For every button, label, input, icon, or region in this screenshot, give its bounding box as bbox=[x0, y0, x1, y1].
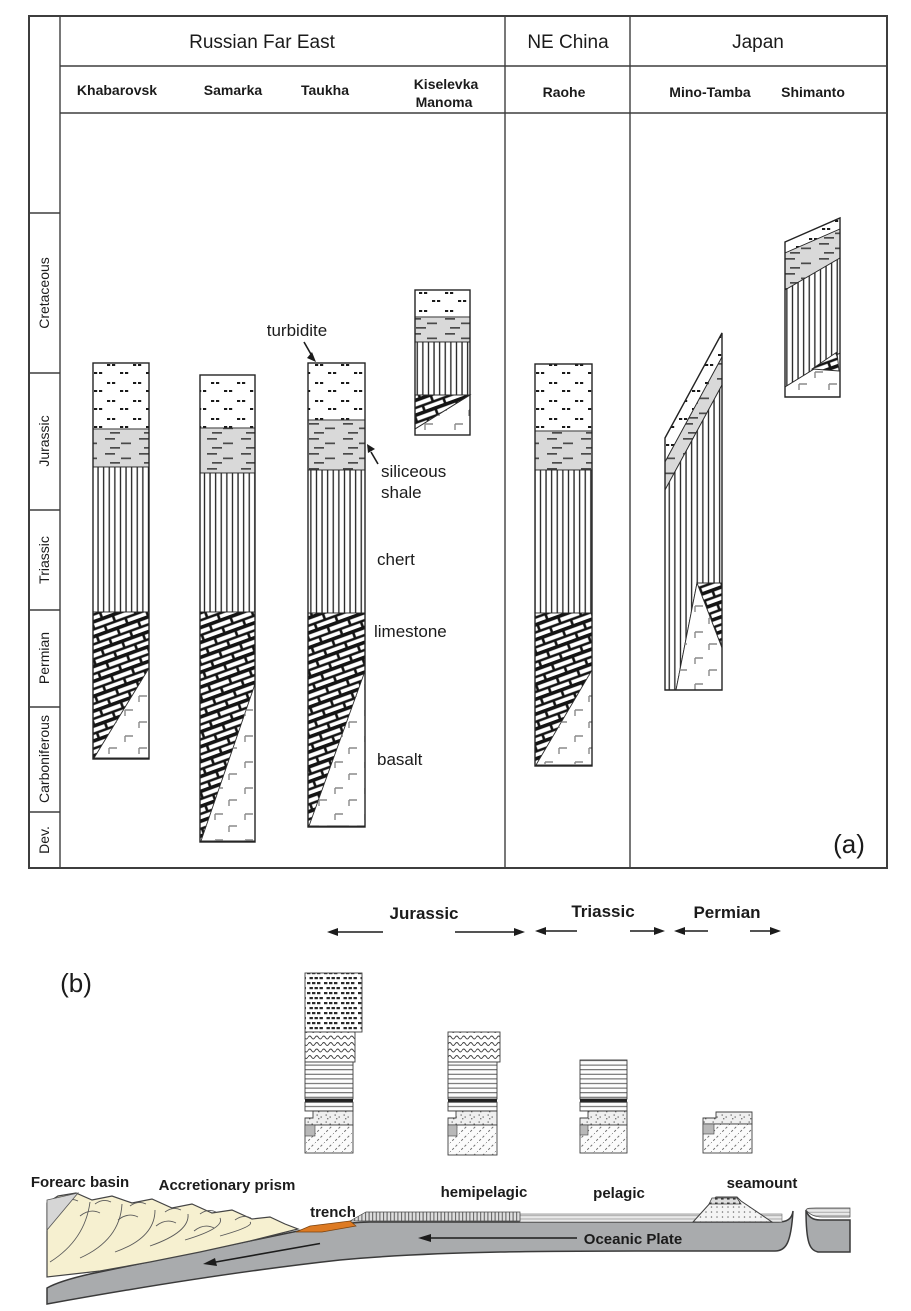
era-label-jurassic: Jurassic bbox=[36, 415, 52, 466]
triassic-right-arrowhead bbox=[654, 927, 665, 935]
label-hemipelagic: hemipelagic bbox=[441, 1184, 528, 1201]
era-label-triassic: Triassic bbox=[36, 536, 52, 584]
annotation-chert: chert bbox=[377, 550, 415, 569]
label-seamount: seamount bbox=[727, 1175, 798, 1192]
period-axis: Jurassic Triassic Permian bbox=[327, 902, 781, 936]
region-japan: Japan bbox=[732, 32, 784, 53]
era-axis: Cretaceous Jurassic Triassic Permian Car… bbox=[29, 212, 60, 854]
permian-right-arrowhead bbox=[770, 927, 781, 935]
column-samarka bbox=[199, 374, 256, 843]
table-grid bbox=[28, 15, 888, 869]
era-label-devonian: Dev. bbox=[36, 826, 52, 854]
seamount-cap bbox=[708, 1197, 742, 1205]
label-accretionary-prism: Accretionary prism bbox=[159, 1177, 296, 1194]
column-shimanto bbox=[784, 216, 841, 398]
siliceous-arrowhead bbox=[367, 444, 375, 453]
panel-b-label: (b) bbox=[60, 968, 92, 998]
label-forearc-basin: Forearc basin bbox=[31, 1174, 129, 1191]
era-label-permian: Permian bbox=[36, 632, 52, 684]
oceanic-plate-outer-block bbox=[805, 1209, 851, 1253]
locality-taukha: Taukha bbox=[301, 82, 349, 98]
column-kiselevka-manoma bbox=[414, 289, 472, 436]
annotation-siliceous: siliceous bbox=[381, 462, 446, 481]
locality-samarka: Samarka bbox=[204, 82, 263, 98]
panel-a-label: (a) bbox=[833, 829, 865, 859]
label-pelagic: pelagic bbox=[593, 1185, 645, 1202]
jurassic-left-arrowhead bbox=[327, 928, 338, 936]
region-russian-far-east: Russian Far East bbox=[189, 32, 335, 53]
locality-mino-tamba: Mino-Tamba bbox=[669, 84, 751, 100]
siliceous-arrow bbox=[370, 451, 379, 465]
era-label-cretaceous: Cretaceous bbox=[36, 257, 52, 329]
column-khabarovsk bbox=[92, 362, 150, 760]
slab-motion-arrow bbox=[212, 1242, 321, 1264]
b-column-seamount bbox=[702, 1111, 753, 1154]
plate-motion-arrowhead bbox=[418, 1234, 431, 1242]
panel-a: Cretaceous Jurassic Triassic Permian Car… bbox=[28, 15, 888, 869]
b-column-hemipelagic bbox=[447, 1031, 501, 1156]
jurassic-right-arrowhead bbox=[514, 928, 525, 936]
b-column-prism bbox=[304, 972, 363, 1154]
locality-manoma: Manoma bbox=[416, 94, 473, 110]
annotation-siliceous-shale: shale bbox=[381, 483, 422, 502]
table-outer-border bbox=[28, 15, 888, 869]
hemipelagic-sediment-layer bbox=[348, 1211, 521, 1222]
annotation-limestone: limestone bbox=[374, 622, 447, 641]
locality-khabarovsk: Khabarovsk bbox=[77, 82, 157, 98]
outer-block-sediment bbox=[805, 1207, 851, 1218]
era-label-carboniferous: Carboniferous bbox=[36, 715, 52, 803]
slab-motion-arrowhead bbox=[203, 1258, 217, 1266]
column-mino-tamba bbox=[664, 332, 723, 691]
panel-b-labels: Forearc basin Accretionary prism trench … bbox=[31, 1174, 798, 1248]
lithology-annotations: turbidite siliceous shale chert limeston… bbox=[267, 321, 447, 769]
region-ne-china: NE China bbox=[527, 32, 609, 53]
forearc-basin-shape bbox=[46, 1192, 80, 1232]
turbidite-arrowhead bbox=[307, 352, 316, 362]
locality-raohe: Raohe bbox=[543, 84, 586, 100]
accretionary-prism bbox=[46, 1192, 300, 1278]
annotation-turbidite: turbidite bbox=[267, 321, 327, 340]
triassic-left-arrowhead bbox=[535, 927, 546, 935]
period-jurassic: Jurassic bbox=[390, 904, 459, 923]
permian-left-arrowhead bbox=[674, 927, 685, 935]
b-column-pelagic bbox=[579, 1059, 628, 1154]
period-triassic: Triassic bbox=[571, 902, 634, 921]
period-permian: Permian bbox=[693, 903, 760, 922]
annotation-basalt: basalt bbox=[377, 750, 423, 769]
label-oceanic-plate: Oceanic Plate bbox=[584, 1231, 682, 1248]
label-trench: trench bbox=[310, 1204, 356, 1221]
subduction-cross-section bbox=[46, 1192, 851, 1305]
locality-headers: Khabarovsk Samarka Taukha Kiselevka Mano… bbox=[77, 76, 845, 110]
column-taukha bbox=[307, 362, 366, 828]
locality-kiselevka: Kiselevka bbox=[414, 76, 479, 92]
column-raohe bbox=[534, 363, 593, 767]
panel-b: (b) Jurassic Triassic Permian bbox=[31, 902, 851, 1305]
locality-shimanto: Shimanto bbox=[781, 84, 845, 100]
region-headers: Russian Far East NE China Japan bbox=[189, 32, 784, 53]
trench-wedge bbox=[295, 1220, 357, 1233]
